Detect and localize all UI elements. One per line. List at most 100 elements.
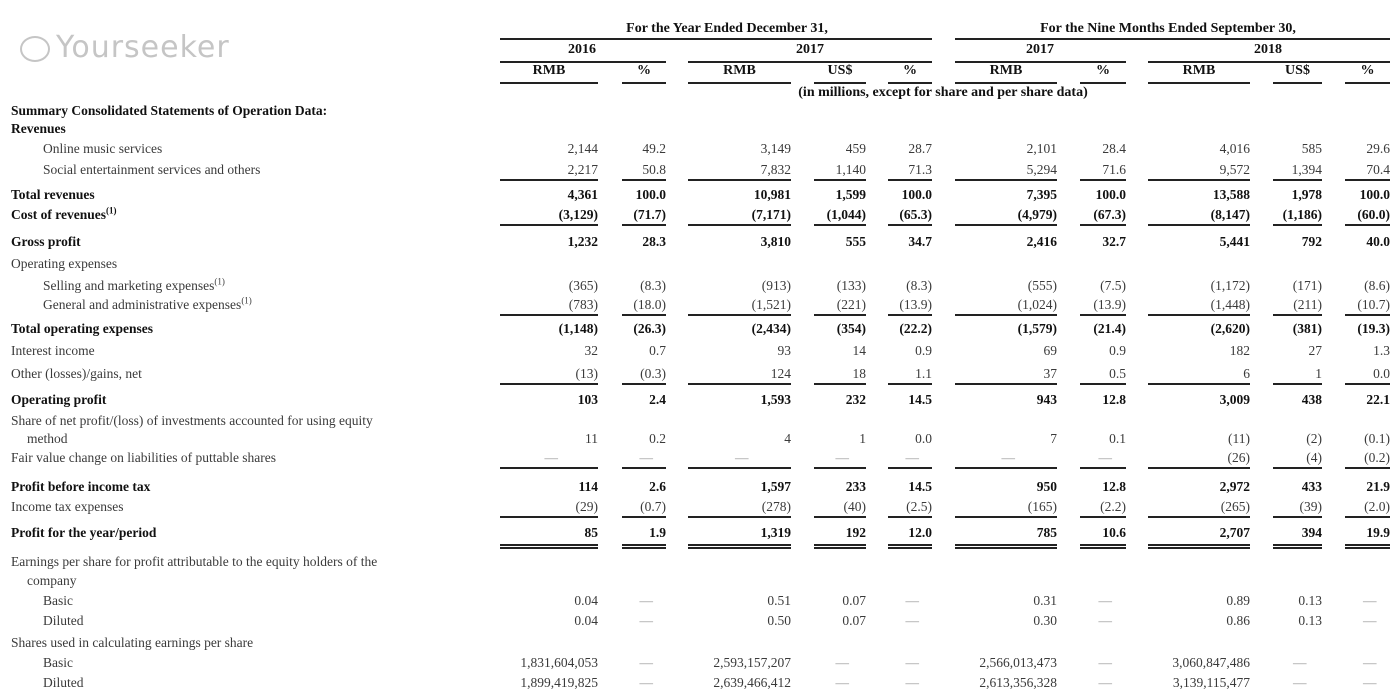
table-cell: 100.0 <box>1095 187 1126 202</box>
table-cell: 0.9 <box>915 343 932 358</box>
row-label: Gross profit <box>11 234 81 250</box>
underline-rule <box>1273 224 1322 226</box>
row-label-text: Operating profit <box>11 392 107 407</box>
table-cell: — <box>639 655 654 670</box>
table-cell: 0.07 <box>842 593 866 608</box>
table-cell: (171) <box>1292 278 1322 293</box>
table-cell: 37 <box>1043 366 1058 381</box>
table-cell: 100.0 <box>1359 187 1390 202</box>
header-rule <box>1080 82 1126 84</box>
table-cell: 100.0 <box>901 187 932 202</box>
table-cell: (67.3) <box>1093 207 1126 222</box>
table-cell: (221) <box>836 297 866 312</box>
table-cell: 233 <box>845 479 866 494</box>
units-note: (in millions, except for share and per s… <box>798 85 1088 100</box>
table-cell: 2,593,157,207 <box>713 655 791 670</box>
table-cell: (65.3) <box>899 207 932 222</box>
underline-rule <box>688 467 791 469</box>
table-cell: (18.0) <box>633 297 666 312</box>
header-rule <box>955 38 1390 40</box>
table-cell: 34.7 <box>908 234 932 249</box>
column-header: US$ <box>827 63 853 78</box>
underline-rule <box>814 516 866 518</box>
underline-rule <box>622 314 666 316</box>
table-cell: 0.9 <box>1109 343 1126 358</box>
table-cell: — <box>835 450 850 465</box>
underline-rule <box>955 516 1057 518</box>
table-cell: (39) <box>1299 499 1323 514</box>
underline-rule <box>888 179 932 181</box>
row-label: Income tax expenses <box>11 499 123 515</box>
row-label-text: Profit before income tax <box>11 479 151 494</box>
watermark-text: Yourseeker <box>56 30 230 65</box>
table-cell: 555 <box>845 234 866 249</box>
header-rule <box>688 61 932 63</box>
row-label-text: Revenues <box>11 121 66 136</box>
underline-rule <box>622 224 666 226</box>
column-header: RMB <box>989 63 1023 78</box>
underline-rule <box>1273 179 1322 181</box>
underline-rule <box>688 179 791 181</box>
table-cell: 232 <box>845 392 866 407</box>
row-label: Profit for the year/period <box>11 525 156 541</box>
header-rule <box>500 61 666 63</box>
table-cell: 0.7 <box>649 343 666 358</box>
table-cell: (19.3) <box>1357 321 1390 336</box>
underline-rule <box>955 547 1057 549</box>
table-cell: (71.7) <box>633 207 666 222</box>
row-label: Summary Consolidated Statements of Opera… <box>11 103 327 119</box>
table-cell: (0.7) <box>640 499 666 514</box>
underline-rule <box>888 383 932 385</box>
table-cell: (3,129) <box>558 207 598 222</box>
underline-rule <box>688 544 791 546</box>
table-cell: 1,597 <box>760 479 791 494</box>
watermark: Yourseeker <box>20 30 230 66</box>
table-cell: 4,016 <box>1219 141 1250 156</box>
table-cell: 71.6 <box>1102 162 1126 177</box>
row-label-text: Diluted <box>43 613 84 628</box>
row-label: General and administrative expenses(1) <box>43 296 252 313</box>
table-cell: 394 <box>1301 525 1322 540</box>
table-cell: 29.6 <box>1366 141 1390 156</box>
table-cell: 3,139,115,477 <box>1172 675 1250 690</box>
underline-rule <box>814 383 866 385</box>
row-label: Basic <box>43 655 73 671</box>
table-cell: — <box>1098 593 1113 608</box>
table-cell: 69 <box>1043 343 1058 358</box>
table-cell: — <box>1098 450 1113 465</box>
header-rule <box>955 82 1057 84</box>
column-header: RMB <box>723 63 756 78</box>
row-label-text: Cost of revenues <box>11 207 106 222</box>
underline-rule <box>1345 547 1390 549</box>
table-cell: — <box>735 450 749 465</box>
table-cell: 0.04 <box>574 593 598 608</box>
table-cell: 32 <box>584 343 599 358</box>
table-cell: 0.86 <box>1226 613 1250 628</box>
table-cell: 1,599 <box>835 187 866 202</box>
underline-rule <box>1080 224 1126 226</box>
table-cell: 5,294 <box>1026 162 1057 177</box>
table-cell: (783) <box>568 297 598 312</box>
table-cell: 2.4 <box>649 392 666 407</box>
underline-rule <box>1148 224 1250 226</box>
underline-rule <box>622 544 666 546</box>
table-cell: — <box>835 655 850 670</box>
table-cell: 1,232 <box>567 234 598 249</box>
table-cell: — <box>1001 450 1016 465</box>
underline-rule <box>1148 547 1250 549</box>
table-cell: — <box>639 450 654 465</box>
table-cell: — <box>1363 675 1377 690</box>
row-label-text: Share of net profit/(loss) of investment… <box>11 413 373 428</box>
table-cell: (26.3) <box>633 321 666 336</box>
header-rule <box>888 82 932 84</box>
column-header: % <box>1360 63 1375 78</box>
row-label-text: Gross profit <box>11 234 81 249</box>
year-header-9m-2017: 2017 <box>1026 42 1054 57</box>
header-rule <box>500 82 598 84</box>
row-label: Basic <box>43 593 73 609</box>
table-cell: (0.1) <box>1364 431 1390 446</box>
underline-rule <box>955 224 1057 226</box>
table-cell: — <box>905 593 920 608</box>
underline-rule <box>955 179 1057 181</box>
row-label-text: Diluted <box>43 675 84 690</box>
